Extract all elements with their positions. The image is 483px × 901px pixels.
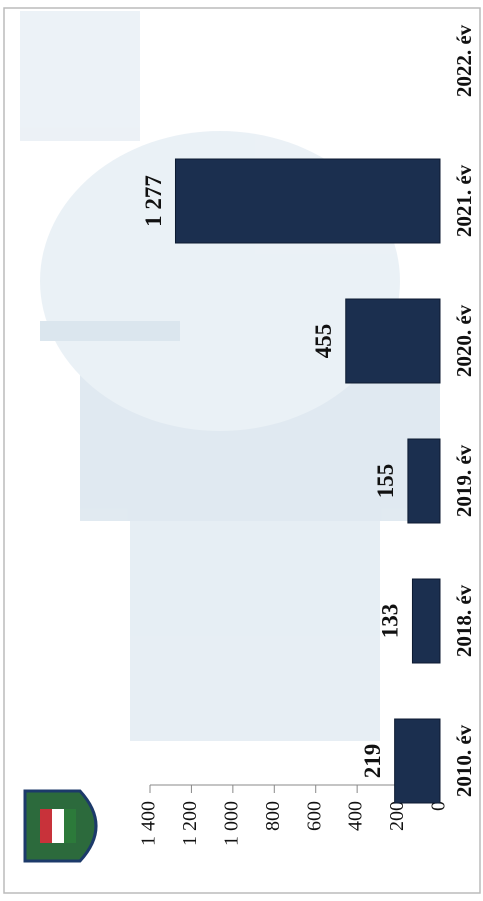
bar [411,578,441,664]
y-tick-label: 600 [303,801,325,831]
x-tick-label: 2021. év [452,164,476,237]
x-tick-label: 2018. év [452,584,476,657]
police-logo [23,789,98,863]
value-label: 219 [360,744,385,779]
bar [394,718,441,804]
chart: 0 200 400 600 800 1 000 1 200 1 400 2010. év 219 2… [3,7,481,894]
y-tick-label: 1 000 [220,801,242,846]
value-label: 1 277 [141,175,166,227]
y-tick-label: 0 [428,801,450,811]
y-tick-label: 400 [345,801,367,831]
x-tick-label: 2010. év [452,724,476,797]
bar [174,158,441,244]
y-tick-label: 800 [262,801,284,831]
y-tick-label: 1 200 [179,801,201,846]
value-label: 155 [373,464,398,499]
value-label: 455 [311,324,336,359]
y-tick-label: 1 400 [138,801,160,846]
x-tick-label: 2019. év [452,444,476,517]
x-tick-label: 2020. év [452,304,476,377]
value-label: 133 [378,604,403,639]
x-tick-label: 2022. év [452,24,476,97]
bar [407,438,441,524]
bar [345,298,441,384]
y-tick-label: 200 [386,801,408,831]
